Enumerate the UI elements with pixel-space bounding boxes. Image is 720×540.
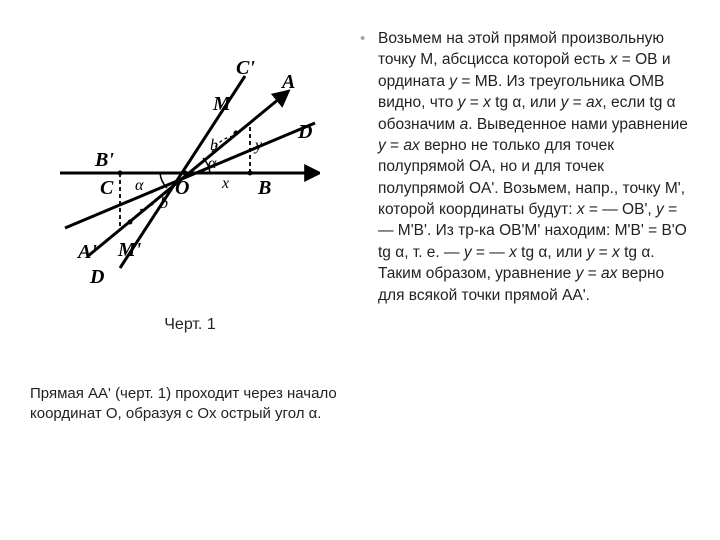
label-b2: b bbox=[160, 195, 168, 212]
figure-caption: Черт. 1 bbox=[164, 316, 215, 334]
point-bprime bbox=[118, 171, 123, 176]
label-cprime: C' bbox=[236, 58, 255, 79]
label-b1: b bbox=[210, 137, 218, 154]
label-y: y bbox=[253, 137, 263, 154]
bullet-item: • Возьмем на этой прямой произвольную то… bbox=[360, 28, 690, 306]
point-mprime bbox=[128, 220, 133, 225]
label-mprime: M' bbox=[117, 239, 142, 261]
label-d-bottom: D bbox=[89, 266, 104, 288]
right-column: • Возьмем на этой прямой произвольную то… bbox=[350, 28, 690, 510]
left-column: C' A M D B' C O B A' M' D y x b b α α Че… bbox=[30, 28, 350, 510]
left-caption-text: Прямая AA' (черт. 1) проходит через нача… bbox=[30, 384, 350, 425]
label-d-top: D bbox=[297, 121, 312, 143]
label-alpha1: α bbox=[208, 155, 217, 172]
label-c: C bbox=[100, 177, 114, 199]
label-x: x bbox=[221, 175, 229, 192]
figure-svg: C' A M D B' C O B A' M' D y x b b α α bbox=[60, 58, 320, 288]
geometry-figure: C' A M D B' C O B A' M' D y x b b α α bbox=[60, 58, 320, 288]
label-b-right: B bbox=[257, 177, 271, 199]
page: C' A M D B' C O B A' M' D y x b b α α Че… bbox=[0, 0, 720, 540]
label-bprime: B' bbox=[94, 149, 114, 171]
point-m bbox=[234, 131, 239, 136]
label-aprime: A' bbox=[76, 241, 97, 263]
point-b bbox=[248, 171, 253, 176]
line-dd bbox=[65, 123, 315, 228]
derivation-text: Возьмем на этой прямой произвольную точк… bbox=[378, 28, 690, 306]
label-m: M bbox=[212, 93, 232, 115]
label-alpha2: α bbox=[135, 177, 144, 194]
label-o: O bbox=[175, 177, 189, 199]
label-a: A bbox=[280, 71, 295, 93]
bullet-marker: • bbox=[360, 28, 378, 49]
point-o bbox=[183, 171, 188, 176]
